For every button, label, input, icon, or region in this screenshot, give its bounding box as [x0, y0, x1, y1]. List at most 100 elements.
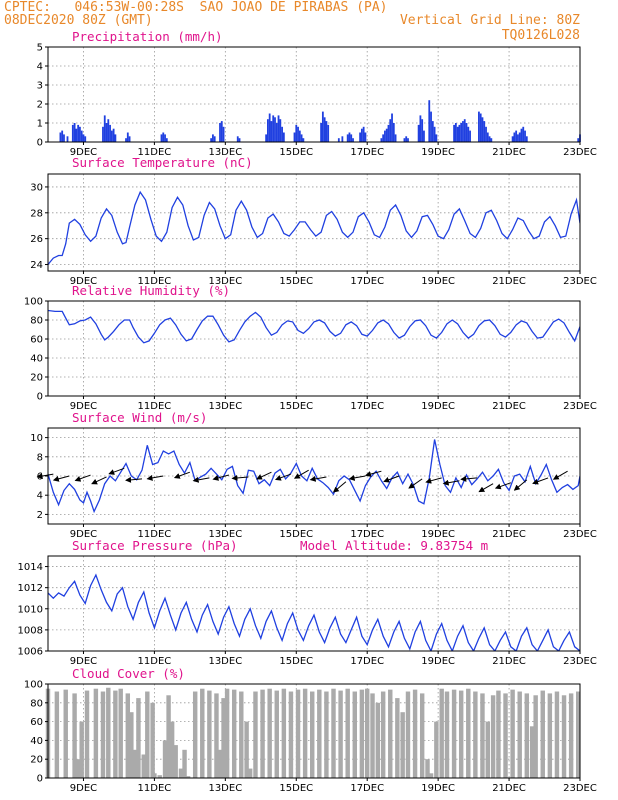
wind-vector-arrow [332, 481, 347, 493]
precipitation-bar [277, 115, 280, 142]
cloud-cover-bar [267, 688, 272, 778]
precipitation-bar [490, 138, 493, 142]
cloud-cover-bar [150, 702, 155, 778]
cloud-cover-bar [412, 689, 418, 778]
header-date: 08DEC2020 80Z (GMT) [4, 13, 153, 28]
cloud-cover-bar [260, 689, 265, 778]
cloud-cover-bar [439, 688, 444, 778]
precipitation-bar [463, 119, 466, 142]
precipitation-bar [511, 136, 514, 142]
precipitation-bar [80, 130, 83, 142]
wind-vector-arrow [192, 476, 210, 483]
precipitation-bar [364, 132, 367, 142]
cloud-cover-bar [169, 721, 175, 778]
precipitation-bar [462, 121, 464, 142]
cloud-cover-ytick-label: 80 [30, 698, 43, 709]
precipitation-bar [126, 132, 129, 142]
wind-xtick-label: 15DEC [279, 529, 313, 540]
precipitation-bar [103, 115, 106, 142]
humidity-ytick-label: 100 [24, 297, 43, 308]
precipitation-bar [282, 132, 285, 142]
wind-vector-arrow [309, 475, 327, 482]
precipitation-bar [518, 132, 521, 142]
precipitation-ytick-label: 2 [37, 100, 43, 111]
cloud-cover-bar [310, 691, 315, 778]
cloud-cover-xtick-label: 23DEC [563, 783, 597, 794]
cloud-cover-bar [72, 693, 77, 778]
wind-vector-arrow [532, 477, 549, 485]
wind-vector-arrow [52, 475, 70, 482]
precipitation-bar [270, 121, 273, 142]
pressure-xtick-label: 21DEC [492, 656, 526, 667]
precipitation-bar [421, 119, 424, 142]
cloud-cover-bar [253, 691, 258, 778]
precipitation-bar [59, 132, 62, 142]
cloud-cover-bar [217, 749, 223, 778]
cloud-cover-bar [84, 690, 90, 778]
precipitation-bar [341, 136, 344, 142]
cloud-cover-bar [302, 688, 308, 778]
wind-vector-arrow [442, 479, 460, 486]
precipitation-bar [325, 121, 328, 142]
precipitation-bar [346, 134, 349, 142]
cloud-cover-title: Cloud Cover (%) [72, 666, 185, 681]
cloud-cover-bar [162, 740, 168, 778]
cloud-cover-frame [47, 683, 581, 779]
cloud-cover-bar [451, 689, 457, 778]
cloud-cover-bar [239, 691, 244, 778]
precipitation-bar [75, 128, 78, 142]
precipitation-bar [327, 124, 330, 142]
wind-title: Surface Wind (m/s) [72, 410, 207, 425]
wind-panel: Surface Wind (m/s) 2 4 6 8 10 9DEC 11DEC 13DEC 15… [30, 410, 597, 540]
precipitation-bar [465, 123, 468, 142]
humidity-ytick-label: 0 [37, 392, 43, 403]
cloud-cover-bar [54, 691, 60, 778]
cloud-cover-bar [221, 698, 226, 778]
cloud-cover-bar [63, 689, 68, 778]
temperature-ytick-label: 30 [30, 182, 43, 193]
humidity-xtick-label: 15DEC [279, 401, 313, 412]
wind-vector-arrow [231, 474, 249, 481]
precipitation-bar [212, 134, 214, 142]
header-location: CPTEC: 046:53W-00:28S SAO JOAO DE PIRABA… [4, 0, 388, 15]
wind-vector-arrow [552, 470, 568, 480]
cloud-cover-bar [510, 689, 515, 778]
humidity-xtick-label: 13DEC [208, 401, 242, 412]
precipitation-bar [84, 136, 87, 142]
cloud-cover-bar [113, 690, 118, 778]
pressure-title: Surface Pressure (hPa) [72, 538, 238, 553]
precipitation-bar [220, 121, 223, 142]
precipitation-bar [275, 123, 278, 142]
precipitation-bar [460, 123, 463, 142]
wind-vector-arrow [383, 475, 400, 483]
humidity-ytick-label: 40 [30, 354, 43, 365]
precipitation-bar [454, 123, 457, 142]
pressure-ytick-label: 1014 [18, 562, 43, 573]
cloud-cover-bar [166, 695, 171, 778]
cloud-cover-ytick-label: 40 [30, 736, 43, 747]
cloud-cover-bar [490, 695, 496, 778]
cloud-cover-bar [466, 688, 471, 778]
wind-xtick-label: 21DEC [492, 529, 526, 540]
cloud-cover-ytick-label: 60 [30, 717, 43, 728]
precipitation-bar [82, 134, 85, 142]
precipitation-bar [419, 115, 422, 142]
wind-vector-arrow [425, 477, 442, 484]
pressure-xtick-label: 19DEC [421, 656, 455, 667]
humidity-xtick-label: 17DEC [350, 401, 384, 412]
precipitation-bar [431, 121, 434, 142]
humidity-xtick-label: 19DEC [421, 401, 455, 412]
temperature-frame [47, 173, 581, 272]
humidity-line [48, 309, 580, 344]
pressure-xtick-label: 11DEC [138, 656, 172, 667]
cloud-cover-bar [192, 691, 198, 778]
precipitation-bar [274, 117, 276, 142]
precipitation-bar [73, 123, 76, 142]
cloud-cover-bar [388, 689, 393, 778]
cloud-cover-bar [480, 693, 485, 778]
precipitation-bar [453, 124, 455, 142]
precipitation-bar [524, 130, 526, 142]
cloud-cover-bar [352, 691, 358, 778]
cloud-cover-bar [182, 749, 187, 778]
precipitation-bar [265, 134, 268, 142]
